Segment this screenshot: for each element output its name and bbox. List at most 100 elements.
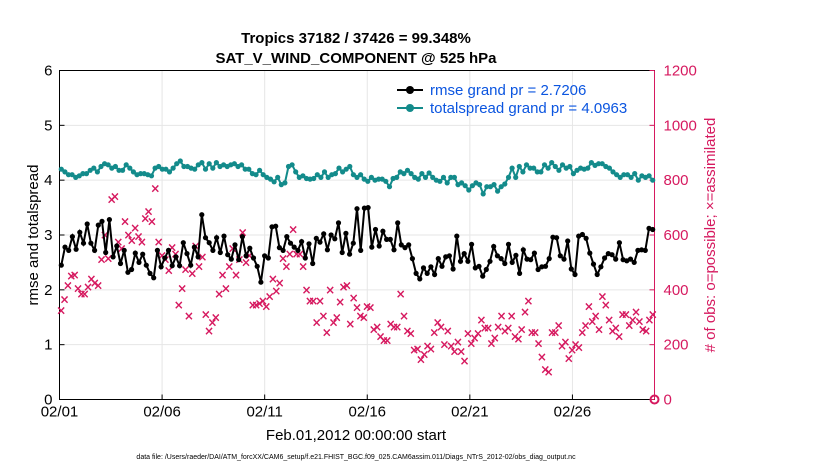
rmse-point bbox=[276, 245, 282, 251]
rmse-point bbox=[387, 236, 393, 242]
obs-point: × bbox=[328, 316, 338, 330]
rmse-point bbox=[420, 265, 427, 271]
rmse-point bbox=[143, 262, 149, 268]
obs-point: × bbox=[597, 290, 607, 304]
rmse-point bbox=[480, 273, 486, 279]
spread-point bbox=[610, 169, 616, 175]
spread-point bbox=[383, 178, 389, 184]
obs-point: × bbox=[365, 301, 375, 315]
obs-point: × bbox=[550, 325, 560, 339]
spread-point bbox=[448, 174, 454, 180]
x-tick-label: 02/11 bbox=[246, 404, 282, 421]
rmse-point bbox=[554, 235, 560, 241]
rmse-point bbox=[195, 254, 201, 260]
obs-point: × bbox=[107, 192, 117, 206]
rmse-point bbox=[631, 259, 637, 265]
rmse-point bbox=[77, 229, 83, 235]
obs-point: × bbox=[60, 292, 70, 306]
rmse-point bbox=[191, 244, 197, 250]
rmse-point bbox=[531, 250, 538, 256]
spread-point bbox=[98, 163, 104, 170]
rmse-point bbox=[598, 264, 604, 270]
rmse-point bbox=[454, 233, 460, 239]
obs-point: × bbox=[244, 249, 254, 263]
y-tick-label: 5 bbox=[44, 117, 52, 134]
obs-point: × bbox=[631, 305, 641, 319]
spread-point bbox=[437, 178, 443, 184]
spread-point bbox=[181, 163, 187, 170]
spread-point bbox=[174, 161, 180, 167]
spread-point bbox=[365, 178, 371, 184]
obs-point: × bbox=[177, 281, 187, 295]
spread-point bbox=[321, 169, 328, 175]
obs-point: × bbox=[520, 305, 530, 319]
y-axis-label: rmse and totalspread bbox=[25, 165, 42, 306]
spread-point bbox=[314, 172, 320, 178]
obs-point: × bbox=[530, 325, 540, 339]
obs-point: × bbox=[96, 253, 106, 267]
rmse-point bbox=[106, 217, 112, 223]
rmse-point bbox=[221, 233, 227, 239]
rmse-point bbox=[502, 260, 508, 267]
obs-point: × bbox=[621, 308, 631, 322]
spread-point bbox=[138, 171, 144, 177]
obs-point: × bbox=[544, 365, 554, 379]
spread-point bbox=[112, 163, 118, 170]
obs-point: × bbox=[443, 324, 453, 338]
spread-point bbox=[65, 172, 72, 178]
spread-point bbox=[386, 184, 393, 190]
obs-point: × bbox=[110, 190, 120, 204]
obs-point: × bbox=[100, 228, 110, 242]
rmse-point bbox=[147, 270, 153, 276]
spread-point bbox=[459, 180, 465, 186]
spread-point bbox=[210, 165, 216, 171]
spread-point bbox=[632, 171, 638, 177]
obs-point: × bbox=[527, 325, 537, 339]
spread-point bbox=[509, 165, 515, 171]
rmse-point bbox=[210, 247, 216, 253]
rmse-point bbox=[80, 240, 87, 246]
y2-tick-label: 1000 bbox=[664, 117, 697, 134]
rmse-point bbox=[424, 270, 430, 276]
rmse-point bbox=[84, 221, 90, 227]
rmse-point bbox=[517, 270, 523, 276]
obs-point: × bbox=[379, 334, 389, 348]
obs-point: × bbox=[305, 294, 315, 308]
spread-point bbox=[505, 174, 512, 180]
spread-point bbox=[192, 166, 198, 172]
obs-point: × bbox=[265, 290, 275, 304]
spread-point bbox=[559, 162, 566, 168]
spread-point bbox=[253, 172, 259, 178]
obs-point: × bbox=[591, 309, 601, 323]
rmse-point bbox=[165, 247, 172, 253]
rmse-point bbox=[417, 276, 423, 282]
x-axis: 02/01 02/06 02/11 02/16 02/21 02/26 bbox=[41, 394, 591, 421]
spread-point bbox=[430, 174, 436, 180]
rmse-point bbox=[117, 260, 124, 267]
spread-point bbox=[239, 162, 245, 168]
rmse-point bbox=[99, 218, 105, 224]
obs-point: × bbox=[137, 235, 147, 249]
spread-point bbox=[83, 171, 90, 177]
spread-point bbox=[347, 163, 353, 170]
obs-point: × bbox=[449, 345, 459, 359]
spread-point bbox=[426, 170, 432, 176]
obs-point: × bbox=[197, 250, 207, 264]
spread-point bbox=[596, 161, 602, 167]
rmse-point bbox=[542, 263, 549, 269]
obs-point: × bbox=[587, 314, 597, 328]
rmse-point bbox=[188, 262, 194, 268]
rmse-point bbox=[435, 256, 441, 262]
rmse-point bbox=[505, 241, 512, 247]
obs-point: × bbox=[463, 327, 473, 341]
obs-point: × bbox=[335, 295, 345, 309]
rmse-point bbox=[446, 253, 452, 259]
obs-point: × bbox=[648, 308, 658, 322]
spread-point bbox=[62, 169, 68, 175]
obs-point: × bbox=[601, 298, 611, 312]
obs-point: × bbox=[140, 212, 150, 226]
chart-title: Tropics 37182 / 37426 = 99.348% bbox=[241, 30, 471, 47]
spread-point bbox=[541, 162, 548, 168]
spread-point bbox=[462, 183, 468, 189]
